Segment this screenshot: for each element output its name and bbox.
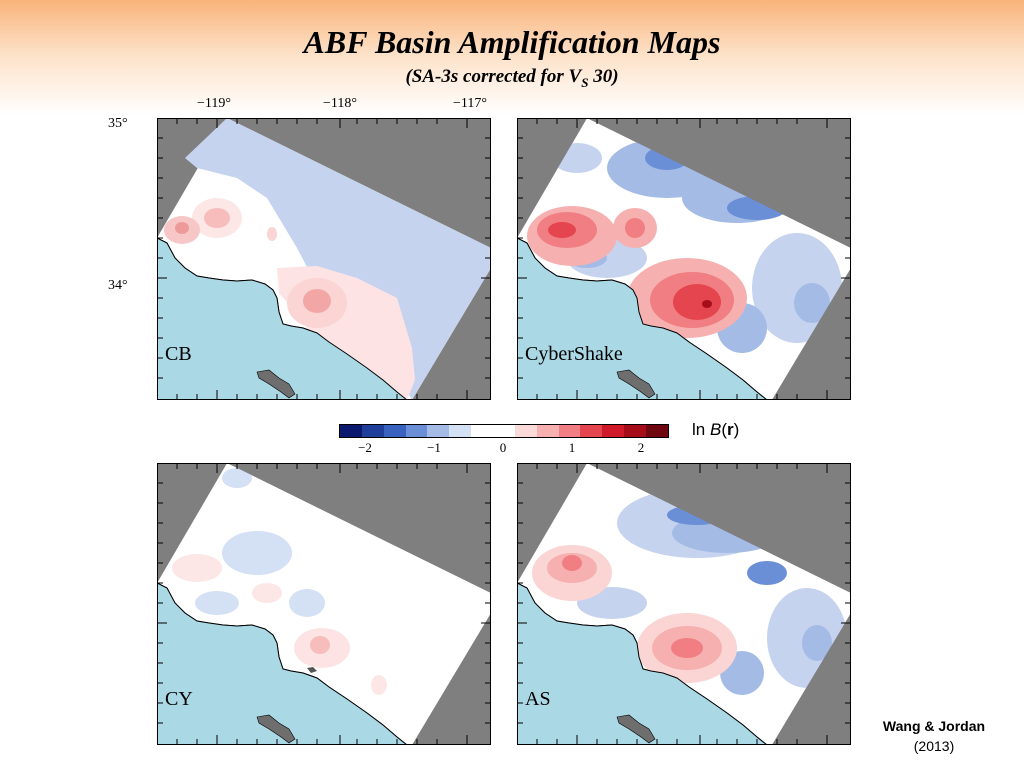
colorbar-ticks: −2 −1 0 1 2 — [339, 438, 669, 456]
subtitle-prefix: (SA-3s corrected for V — [405, 66, 582, 87]
credit-year-line: (2013) — [913, 738, 955, 754]
slide-subtitle: (SA-3s corrected for VS 30) — [0, 66, 1024, 91]
slide-title: ABF Basin Amplification Maps — [303, 24, 721, 60]
colorbar-cell — [405, 425, 428, 437]
map-cybershake — [517, 118, 851, 400]
map-cb — [157, 118, 491, 400]
colorbar-cell — [361, 425, 384, 437]
colorbar-cell — [493, 425, 515, 437]
map-cy — [157, 463, 491, 745]
colorbar-label-var: B — [709, 420, 722, 439]
latitude-label: 35° — [108, 116, 128, 131]
colorbar-cell — [580, 425, 603, 437]
colorbar-tick: 1 — [568, 440, 576, 455]
colorbar-cell — [449, 425, 472, 437]
map-panel-cy: CY — [157, 463, 491, 745]
longitude-label: −119° — [197, 96, 231, 111]
colorbar-tick: −1 — [427, 440, 441, 455]
colorbar-cell — [602, 425, 625, 437]
colorbar-scale — [339, 424, 669, 438]
map-panel-cybershake: CyberShake — [517, 118, 851, 400]
credit-author: Wang & Jordan — [882, 718, 986, 734]
colorbar-cell — [514, 425, 537, 437]
latitude-label: 34° — [108, 278, 128, 293]
colorbar-cell — [471, 425, 494, 437]
subtitle-subscript: S — [581, 74, 589, 90]
colorbar-cell — [536, 425, 559, 437]
colorbar-cell — [624, 425, 647, 437]
map-as — [517, 463, 851, 745]
colorbar-tick: 0 — [499, 440, 507, 455]
longitude-label: −117° — [453, 96, 487, 111]
colorbar: −2 −1 0 1 2 — [339, 424, 669, 456]
subtitle-suffix: 30) — [588, 66, 619, 87]
panel-label-cb: CB — [165, 343, 192, 365]
longitude-label: −118° — [323, 96, 357, 111]
map-panel-as: AS — [517, 463, 851, 745]
colorbar-cell — [558, 425, 581, 437]
credit: Wang & Jordan (2013) — [864, 716, 1004, 756]
credit-year: 2013 — [918, 738, 950, 754]
map-panel-cb: CB — [157, 118, 491, 400]
panel-label-as: AS — [525, 688, 551, 710]
colorbar-cell — [340, 425, 362, 437]
colorbar-cell — [646, 425, 668, 437]
colorbar-label-arg: r — [726, 420, 734, 439]
panel-label-cybershake: CyberShake — [525, 343, 623, 365]
panel-label-cy: CY — [165, 688, 193, 710]
colorbar-label: ln B(r) — [692, 420, 740, 439]
colorbar-tick: 2 — [637, 440, 645, 455]
colorbar-label-prefix: ln — [692, 420, 710, 439]
colorbar-cell — [383, 425, 406, 437]
colorbar-tick: −2 — [358, 440, 372, 455]
colorbar-cell — [427, 425, 450, 437]
